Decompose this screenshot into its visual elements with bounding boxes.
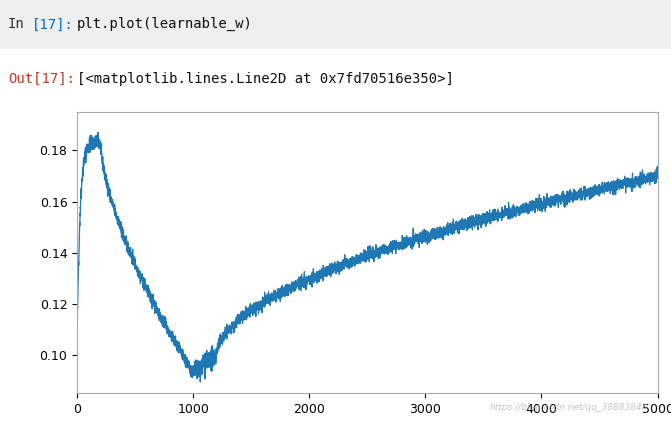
Text: Out[17]:: Out[17]: — [8, 72, 75, 86]
FancyBboxPatch shape — [0, 0, 671, 49]
Text: plt.plot(learnable_w): plt.plot(learnable_w) — [77, 17, 253, 31]
Text: In: In — [8, 17, 25, 31]
Text: [<matplotlib.lines.Line2D at 0x7fd70516e350>]: [<matplotlib.lines.Line2D at 0x7fd70516e… — [77, 72, 454, 86]
Text: [17]:: [17]: — [32, 17, 73, 31]
Text: https://blog.csdn.net/qq_38883844: https://blog.csdn.net/qq_38883844 — [490, 403, 648, 412]
